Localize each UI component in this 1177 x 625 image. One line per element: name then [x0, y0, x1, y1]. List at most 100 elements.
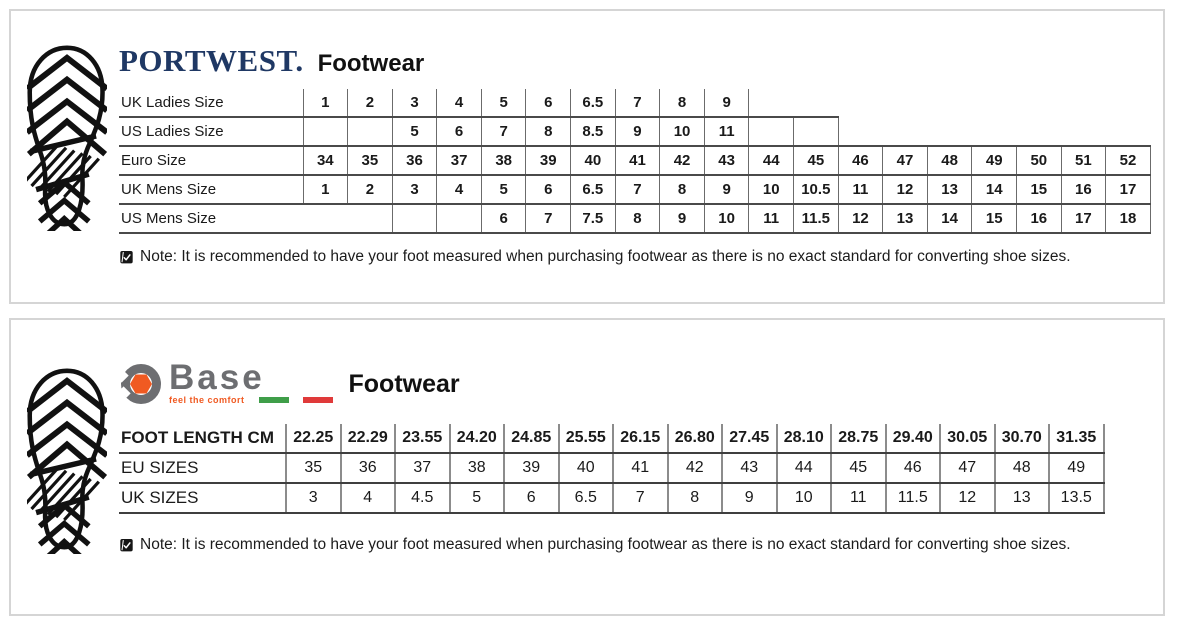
- size-cell: [303, 204, 348, 234]
- base-size-chart-panel: Base feel the comfort Footwear FOOT LENG…: [9, 318, 1165, 616]
- size-cell: 38: [480, 146, 527, 176]
- size-cell: 35: [347, 146, 393, 176]
- green-flag-bar: [258, 397, 289, 403]
- size-cell: 36: [339, 453, 396, 484]
- size-cell: 8: [659, 175, 705, 205]
- base-note: Note: It is recommended to have your foo…: [119, 536, 1071, 554]
- size-cell: 51: [1060, 145, 1107, 176]
- size-cell: 47: [882, 145, 928, 176]
- size-cell: [927, 89, 972, 117]
- row-label: UK SIZES: [119, 483, 286, 514]
- size-cell: 46: [884, 453, 941, 484]
- base-size-table: FOOT LENGTH CM 22.25 22.29 23.55 24.20 24.85 2…: [119, 424, 1105, 514]
- size-cell: [302, 117, 349, 147]
- portwest-header: PORTWEST. Footwear: [119, 43, 424, 79]
- size-cell: 41: [614, 146, 661, 176]
- size-cell: 38: [448, 453, 505, 484]
- size-cell: 17: [1105, 175, 1151, 205]
- size-cell: 10: [703, 204, 750, 234]
- row-label: EU SIZES: [119, 453, 286, 484]
- size-cell: 7: [614, 175, 661, 205]
- size-cell: 50: [1016, 145, 1062, 176]
- base-brand-text: Base: [169, 358, 265, 397]
- size-cell: 13: [882, 204, 928, 234]
- size-cell: 6.5: [570, 175, 616, 205]
- base-product-line: Footwear: [348, 369, 460, 398]
- size-cell: 28.75: [830, 424, 887, 454]
- size-cell: 1: [302, 175, 349, 205]
- size-cell: 34: [302, 146, 349, 176]
- size-cell: [436, 204, 482, 234]
- size-cell: 13.5: [1048, 483, 1105, 514]
- size-cell: 24.20: [448, 424, 505, 454]
- size-cell: 49: [971, 145, 1017, 176]
- size-cell: [1106, 117, 1151, 146]
- row-label: UK Mens Size: [119, 175, 303, 205]
- size-cell: 48: [926, 145, 973, 176]
- size-cell: 11: [703, 117, 750, 147]
- size-cell: 12: [882, 175, 928, 205]
- size-cell: 22.25: [285, 424, 342, 454]
- size-cell: 2: [347, 89, 393, 118]
- size-cell: 5: [391, 117, 438, 147]
- row-label: UK Ladies Size: [119, 89, 303, 118]
- portwest-size-chart-panel: PORTWEST. Footwear UK Ladies Size 1 2 3 4 5 6 6…: [9, 9, 1165, 304]
- size-cell: 6: [525, 175, 572, 205]
- size-cell: 11: [837, 175, 884, 205]
- size-cell: 10: [748, 175, 795, 205]
- size-cell: [748, 116, 795, 147]
- size-cell: 44: [748, 146, 795, 176]
- size-cell: 6: [525, 89, 572, 118]
- size-cell: 43: [721, 453, 778, 484]
- size-cell: 43: [703, 146, 750, 176]
- table-row: EU SIZES 35 36 37 38 39 40 41 42 43 44 45 46 47 48 49: [119, 453, 1105, 484]
- size-cell: 40: [557, 453, 614, 484]
- size-cell: 48: [993, 453, 1050, 484]
- size-cell: 7: [614, 89, 661, 118]
- size-cell: 45: [830, 453, 887, 484]
- table-row: UK SIZES 3 4 4.5 5 6 6.5 7 8 9 10 11 11.5 12 13 13.5: [119, 483, 1105, 514]
- size-cell: 42: [666, 453, 723, 484]
- size-cell: 26.80: [666, 424, 723, 454]
- size-cell: 10: [775, 483, 832, 514]
- size-cell: 4.5: [394, 483, 451, 514]
- size-cell: [1017, 89, 1062, 117]
- size-cell: [883, 89, 928, 117]
- size-cell: 9: [703, 175, 750, 205]
- size-cell: 7.5: [570, 204, 616, 234]
- size-cell: 12: [837, 204, 884, 234]
- size-cell: 13: [926, 175, 973, 205]
- size-cell: 10.5: [793, 175, 839, 205]
- size-cell: [838, 89, 883, 117]
- size-cell: 52: [1105, 145, 1151, 176]
- size-cell: 1: [302, 89, 349, 118]
- size-cell: 26.15: [612, 424, 669, 454]
- size-cell: 9: [614, 117, 661, 147]
- row-label: US Mens Size: [119, 204, 303, 234]
- size-cell: 23.55: [394, 424, 451, 454]
- base-hex-bolt-icon: [119, 364, 161, 404]
- size-cell: 41: [612, 453, 669, 484]
- size-cell: 9: [703, 89, 750, 118]
- size-cell: [1017, 117, 1062, 146]
- checked-note-icon: [119, 538, 134, 553]
- size-cell: 9: [721, 483, 778, 514]
- size-cell: 31.35: [1048, 424, 1105, 454]
- portwest-product-line: Footwear: [317, 50, 425, 77]
- row-label: Euro Size: [119, 146, 303, 176]
- size-cell: [927, 117, 972, 146]
- size-cell: 24.85: [503, 424, 560, 454]
- size-cell: 3: [285, 483, 342, 514]
- size-cell: 4: [436, 89, 482, 118]
- size-cell: 49: [1048, 453, 1105, 484]
- size-cell: 42: [659, 146, 705, 176]
- table-row: FOOT LENGTH CM 22.25 22.29 23.55 24.20 24.85 2…: [119, 424, 1105, 454]
- size-cell: 37: [436, 146, 482, 176]
- size-cell: 13: [993, 483, 1050, 514]
- table-row: US Mens Size 6 7 7.5 8 9 10 11 11.5 12 13 14 15 16 17 1…: [119, 204, 1151, 234]
- size-cell: 5: [480, 175, 527, 205]
- size-cell: [972, 117, 1017, 146]
- size-cell: [1061, 117, 1106, 146]
- base-tagline: feel the comfort: [169, 395, 245, 405]
- base-header: Base feel the comfort Footwear: [119, 358, 460, 406]
